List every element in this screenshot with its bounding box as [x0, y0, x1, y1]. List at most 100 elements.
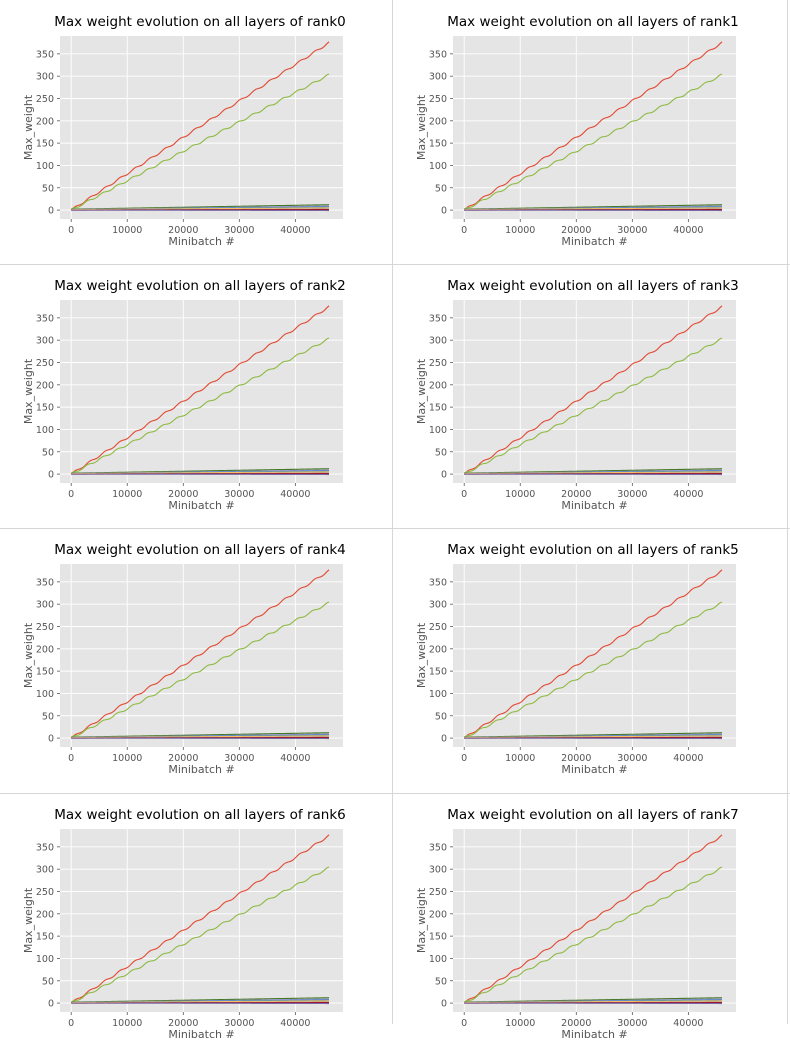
- y-tick-label: 350: [429, 49, 447, 60]
- x-axis-label: Minibatch #: [561, 235, 627, 248]
- chart-svg: Max weight evolution on all layers of ra…: [393, 264, 785, 528]
- y-tick-label: 50: [435, 711, 447, 722]
- x-axis-label: Minibatch #: [561, 1028, 627, 1041]
- y-axis-label: Max_weight: [22, 887, 35, 953]
- chart-panel: Max weight evolution on all layers of ra…: [0, 793, 392, 1057]
- chart-title: Max weight evolution on all layers of ra…: [54, 542, 345, 558]
- chart-title: Max weight evolution on all layers of ra…: [447, 278, 738, 294]
- y-tick-label: 100: [429, 161, 447, 172]
- y-tick-label: 250: [429, 358, 447, 369]
- x-axis-label: Minibatch #: [168, 235, 234, 248]
- x-tick-label: 10000: [112, 489, 142, 500]
- chart-svg: Max weight evolution on all layers of ra…: [393, 528, 785, 792]
- chart-panel: Max weight evolution on all layers of ra…: [0, 528, 392, 792]
- x-tick-label: 10000: [505, 489, 535, 500]
- y-tick-label: 150: [36, 403, 54, 414]
- y-tick-label: 50: [435, 447, 447, 458]
- y-tick-label: 100: [429, 425, 447, 436]
- y-tick-label: 300: [36, 336, 54, 347]
- chart-title: Max weight evolution on all layers of ra…: [54, 14, 345, 30]
- y-tick-label: 100: [429, 954, 447, 965]
- y-tick-label: 300: [36, 600, 54, 611]
- x-tick-label: 40000: [280, 489, 310, 500]
- x-axis-label: Minibatch #: [168, 499, 234, 512]
- y-tick-label: 300: [429, 72, 447, 83]
- y-tick-label: 200: [429, 909, 447, 920]
- chart-panel: Max weight evolution on all layers of ra…: [393, 0, 785, 264]
- y-tick-label: 300: [36, 72, 54, 83]
- x-tick-label: 0: [461, 753, 467, 764]
- plot-area: [453, 564, 736, 747]
- y-tick-label: 200: [36, 116, 54, 127]
- plot-area: [60, 300, 343, 483]
- y-tick-label: 350: [429, 313, 447, 324]
- y-tick-label: 300: [429, 600, 447, 611]
- y-tick-label: 350: [36, 49, 54, 60]
- chart-title: Max weight evolution on all layers of ra…: [54, 807, 345, 823]
- y-axis-label: Max_weight: [415, 887, 428, 953]
- y-tick-label: 50: [435, 183, 447, 194]
- y-tick-label: 0: [441, 206, 447, 217]
- y-tick-label: 100: [36, 689, 54, 700]
- y-axis-label: Max_weight: [415, 358, 428, 424]
- chart-svg: Max weight evolution on all layers of ra…: [393, 793, 785, 1057]
- y-tick-label: 250: [36, 622, 54, 633]
- y-axis-label: Max_weight: [22, 94, 35, 160]
- x-tick-label: 10000: [112, 225, 142, 236]
- right-divider: [787, 0, 788, 1024]
- x-tick-label: 0: [68, 489, 74, 500]
- y-tick-label: 350: [429, 577, 447, 588]
- y-tick-label: 250: [36, 358, 54, 369]
- y-tick-label: 50: [42, 447, 54, 458]
- y-tick-label: 350: [36, 313, 54, 324]
- chart-title: Max weight evolution on all layers of ra…: [447, 542, 738, 558]
- x-tick-label: 40000: [673, 489, 703, 500]
- y-tick-label: 0: [441, 734, 447, 745]
- chart-title: Max weight evolution on all layers of ra…: [447, 807, 738, 823]
- y-axis-label: Max_weight: [22, 622, 35, 688]
- y-tick-label: 0: [441, 470, 447, 481]
- y-tick-label: 0: [441, 999, 447, 1010]
- y-tick-label: 200: [429, 644, 447, 655]
- plot-area: [60, 564, 343, 747]
- chart-svg: Max weight evolution on all layers of ra…: [393, 0, 785, 264]
- chart-title: Max weight evolution on all layers of ra…: [54, 278, 345, 294]
- y-tick-label: 100: [429, 689, 447, 700]
- chart-panel: Max weight evolution on all layers of ra…: [0, 0, 392, 264]
- x-axis-label: Minibatch #: [561, 763, 627, 776]
- y-tick-label: 350: [36, 577, 54, 588]
- y-tick-label: 100: [36, 425, 54, 436]
- x-tick-label: 40000: [673, 753, 703, 764]
- x-tick-label: 10000: [505, 225, 535, 236]
- y-tick-label: 100: [36, 954, 54, 965]
- y-tick-label: 200: [429, 116, 447, 127]
- x-tick-label: 0: [68, 753, 74, 764]
- x-tick-label: 40000: [673, 225, 703, 236]
- y-tick-label: 350: [429, 842, 447, 853]
- plot-area: [453, 300, 736, 483]
- x-tick-label: 10000: [505, 753, 535, 764]
- y-tick-label: 50: [42, 711, 54, 722]
- y-axis-label: Max_weight: [415, 622, 428, 688]
- x-tick-label: 40000: [280, 753, 310, 764]
- plot-area: [60, 829, 343, 1012]
- y-tick-label: 150: [36, 139, 54, 150]
- y-tick-label: 150: [36, 667, 54, 678]
- y-tick-label: 50: [435, 976, 447, 987]
- plot-area: [453, 36, 736, 219]
- plot-area: [453, 829, 736, 1012]
- y-tick-label: 150: [429, 932, 447, 943]
- chart-svg: Max weight evolution on all layers of ra…: [0, 528, 392, 792]
- chart-svg: Max weight evolution on all layers of ra…: [0, 793, 392, 1057]
- y-tick-label: 300: [429, 865, 447, 876]
- y-tick-label: 250: [429, 887, 447, 898]
- y-tick-label: 200: [36, 644, 54, 655]
- x-tick-label: 0: [461, 225, 467, 236]
- chart-panel: Max weight evolution on all layers of ra…: [0, 264, 392, 528]
- y-tick-label: 200: [429, 380, 447, 391]
- x-tick-label: 0: [68, 225, 74, 236]
- y-tick-label: 100: [36, 161, 54, 172]
- y-tick-label: 200: [36, 909, 54, 920]
- chart-panel: Max weight evolution on all layers of ra…: [393, 264, 785, 528]
- y-tick-label: 250: [36, 887, 54, 898]
